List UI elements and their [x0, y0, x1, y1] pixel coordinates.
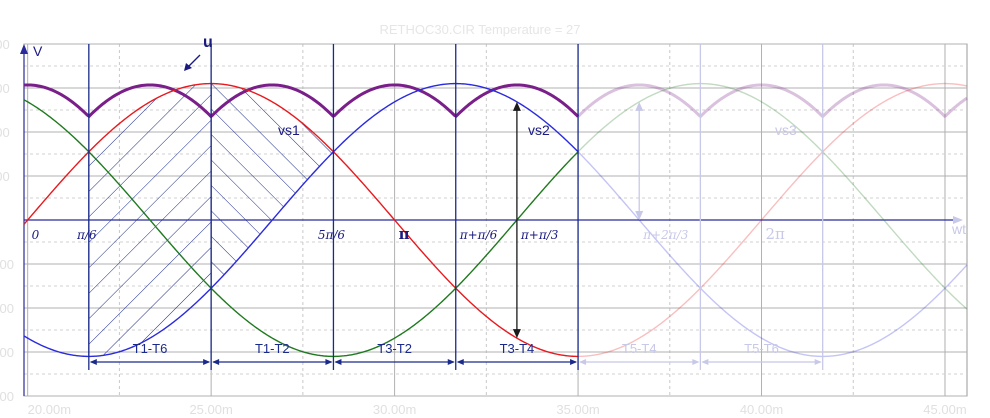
- x-tick-label: 30.00m: [373, 402, 416, 417]
- angle-label: π/6: [76, 228, 97, 242]
- interval-label-t5-t6: T5-T6: [744, 341, 779, 356]
- interval-arrowhead-right: [325, 359, 332, 365]
- interval-arrowhead-left: [701, 359, 708, 365]
- y-tick-label: 200: [0, 125, 10, 140]
- interval-arrowhead-left: [90, 359, 97, 365]
- angle-label: π+2π/3: [642, 228, 689, 242]
- y-axis-label: V: [33, 43, 43, 59]
- interval-label-t1-t2: T1-T2: [255, 341, 290, 356]
- vs3-label: vs3: [775, 122, 797, 138]
- hatch-region-t1-t2: [211, 84, 333, 289]
- angle-label: 0: [32, 228, 40, 242]
- interval-arrowhead-right: [203, 359, 210, 365]
- y-tick-label: -200: [0, 301, 14, 316]
- interval-arrowhead-right: [692, 359, 699, 365]
- y-tick-label: 400: [0, 37, 10, 52]
- x-tick-label: 25.00m: [189, 402, 232, 417]
- y-tick-label: -300: [0, 345, 14, 360]
- interval-arrowhead-left: [457, 359, 464, 365]
- interval-arrowhead-left: [212, 359, 219, 365]
- vs2-label: vs2: [528, 122, 550, 138]
- series-vs3-faded-line: [578, 84, 967, 310]
- interval-label-t1-t6: T1-T6: [133, 341, 168, 356]
- x-tick-label: 20.00m: [28, 402, 71, 417]
- angle-label: π+π/6: [459, 228, 498, 242]
- angle-label: π: [399, 225, 410, 243]
- y-axis-arrowhead: [20, 44, 28, 54]
- x-tick-label: 35.00m: [556, 402, 599, 417]
- y-tick-label: 300: [0, 81, 10, 96]
- y-tick-label: -400: [0, 389, 14, 404]
- interval-label-t3-t2: T3-T2: [377, 341, 412, 356]
- x-tick-label: 40.00m: [740, 402, 783, 417]
- series-vs2-faded-line: [578, 152, 967, 357]
- y-tick-label: 100: [0, 169, 10, 184]
- angle-label: 2π: [766, 225, 786, 243]
- faded-voltage-arrow-head-bottom: [635, 211, 643, 220]
- x-axis-label: wt: [951, 221, 966, 237]
- vs1-label: vs1: [278, 122, 300, 138]
- chart-title: RETHOC30.CIR Temperature = 27: [380, 22, 581, 37]
- interval-arrowhead-right: [570, 359, 577, 365]
- x-tick-label: 45.00m: [923, 402, 966, 417]
- interval-label-t3-t4: T3-T4: [500, 341, 535, 356]
- y-tick-label: -100: [0, 257, 14, 272]
- interval-arrowhead-right: [448, 359, 455, 365]
- interval-label-t5-t4: T5-T4: [622, 341, 657, 356]
- u-series-label: u: [203, 34, 213, 51]
- series-u-line: [24, 85, 578, 117]
- angle-label: π+π/3: [520, 228, 559, 242]
- interval-arrowhead-right: [815, 359, 822, 365]
- interval-arrowhead-left: [579, 359, 586, 365]
- angle-label: 5π/6: [318, 228, 346, 242]
- interval-arrowhead-left: [334, 359, 341, 365]
